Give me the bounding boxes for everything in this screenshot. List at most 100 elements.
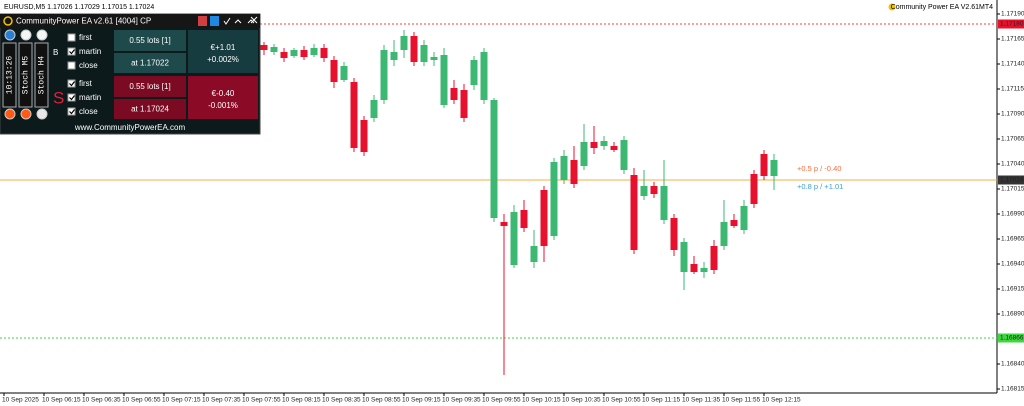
price-level-label: 1.17024 — [1000, 177, 1024, 184]
position-annotation: +0.5 p / -0.40 — [797, 164, 841, 173]
y-tick-label: 1.16890 — [1001, 311, 1024, 318]
x-tick-label: 10 Sep 08:35 — [322, 397, 361, 404]
candle-body — [550, 162, 558, 236]
candle-body — [670, 218, 678, 250]
option-checkbox[interactable] — [67, 61, 76, 70]
candle-body — [260, 45, 268, 50]
status-circle — [20, 29, 32, 41]
x-tick-label: 10 Sep 09:15 — [402, 397, 441, 404]
candle-body — [720, 222, 728, 246]
candle-body — [690, 264, 698, 272]
candle-body — [730, 220, 738, 226]
candle-body — [340, 66, 348, 80]
sell-lots-box[interactable] — [114, 76, 186, 97]
y-tick-label: 1.17040 — [1001, 161, 1024, 168]
indicator-box — [2, 42, 17, 108]
option-checkbox[interactable] — [67, 107, 76, 116]
candle-body — [650, 186, 658, 194]
sell-price: at 1.17024 — [131, 105, 169, 114]
status-circle — [4, 29, 16, 41]
x-tick-label: 10 Sep 06:35 — [82, 397, 121, 404]
sell-letter: S — [53, 88, 64, 107]
y-tick-label: 1.16990 — [1001, 211, 1024, 218]
option-label: martin — [79, 93, 101, 102]
price-level-box — [998, 333, 1024, 343]
candle-body — [580, 142, 588, 166]
candle-body — [380, 50, 388, 100]
option-checkmark — [69, 49, 75, 55]
x-tick-label: 10 Sep 10:35 — [562, 397, 601, 404]
candle-body — [400, 36, 408, 50]
status-circle — [36, 108, 48, 120]
sell-price-box[interactable] — [114, 99, 186, 119]
sell-percent: -0.001% — [208, 101, 238, 110]
y-tick-label: 1.17140 — [1001, 61, 1024, 68]
price-level-label: 1.16866 — [1000, 335, 1024, 342]
option-label: martin — [79, 47, 101, 56]
candle-body — [660, 186, 668, 220]
x-tick-label: 10 Sep 08:15 — [282, 397, 321, 404]
status-circle — [20, 108, 32, 120]
y-tick-label: 1.17065 — [1001, 136, 1024, 143]
panel-button[interactable] — [198, 16, 207, 26]
y-tick-label: 1.16815 — [1001, 386, 1024, 393]
candle-body — [680, 242, 688, 272]
panel-button[interactable] — [247, 19, 255, 24]
y-tick-label: 1.16915 — [1001, 286, 1024, 293]
candle-body — [600, 141, 608, 146]
candle-body — [630, 175, 638, 250]
x-tick-label: 10 Sep 07:15 — [162, 397, 201, 404]
sell-profit-box[interactable] — [188, 76, 258, 119]
buy-price-box[interactable] — [114, 53, 186, 73]
candle-body — [620, 140, 628, 170]
candle-body — [370, 100, 378, 118]
x-tick-label: 10 Sep 11:15 — [642, 397, 681, 404]
candle-body — [560, 156, 568, 180]
indicator-box — [34, 42, 49, 108]
candle-body — [530, 246, 538, 262]
x-tick-label: 10 Sep 10:15 — [522, 397, 561, 404]
candle-body — [540, 190, 548, 246]
y-tick-label: 1.16965 — [1001, 236, 1024, 243]
buy-profit: €+1.01 — [211, 43, 236, 52]
buy-profit-box[interactable] — [188, 30, 258, 73]
option-checkbox[interactable] — [67, 47, 76, 56]
x-tick-label: 10 Sep 06:55 — [122, 397, 161, 404]
y-tick-label: 1.17115 — [1001, 86, 1024, 93]
sell-profit: €-0.40 — [212, 89, 235, 98]
x-tick-label: 10 Sep 11:55 — [722, 397, 761, 404]
option-checkbox[interactable] — [67, 79, 76, 88]
panel-button[interactable] — [210, 16, 219, 26]
option-checkbox[interactable] — [67, 93, 76, 102]
panel-button[interactable] — [223, 17, 231, 25]
ea-corner-label: Community Power EA V2.61MT4 — [891, 4, 993, 11]
panel-button[interactable] — [234, 19, 242, 24]
position-annotation: +0.8 p / +1.01 — [797, 182, 843, 191]
candle-body — [570, 160, 578, 184]
panel-close[interactable] — [250, 16, 258, 24]
candle-body — [500, 222, 508, 226]
candle-body — [470, 60, 478, 85]
option-label: first — [79, 79, 93, 88]
sell-lots: 0.55 lots [1] — [129, 82, 170, 91]
candle-body — [610, 146, 618, 150]
candle-body — [710, 246, 718, 270]
candle-body — [360, 120, 368, 152]
clock: 10:13:26 — [6, 56, 15, 95]
candle-body — [280, 52, 288, 58]
option-label: close — [79, 61, 98, 70]
candle-body — [270, 47, 278, 52]
x-tick-label: 10 Sep 10:55 — [602, 397, 641, 404]
candle-body — [520, 210, 528, 228]
panel-title-bar — [0, 14, 260, 28]
indicator-box — [18, 42, 33, 108]
buy-lots-box[interactable] — [114, 30, 186, 51]
candle-body — [480, 52, 488, 100]
status-circle — [4, 108, 16, 120]
x-tick-label: 10 Sep 08:55 — [362, 397, 401, 404]
option-checkbox[interactable] — [67, 33, 76, 42]
option-checkmark — [69, 81, 75, 87]
candle-body — [640, 186, 648, 196]
indicator-label: Stoch H4 — [38, 56, 47, 95]
option-label: close — [79, 107, 98, 116]
